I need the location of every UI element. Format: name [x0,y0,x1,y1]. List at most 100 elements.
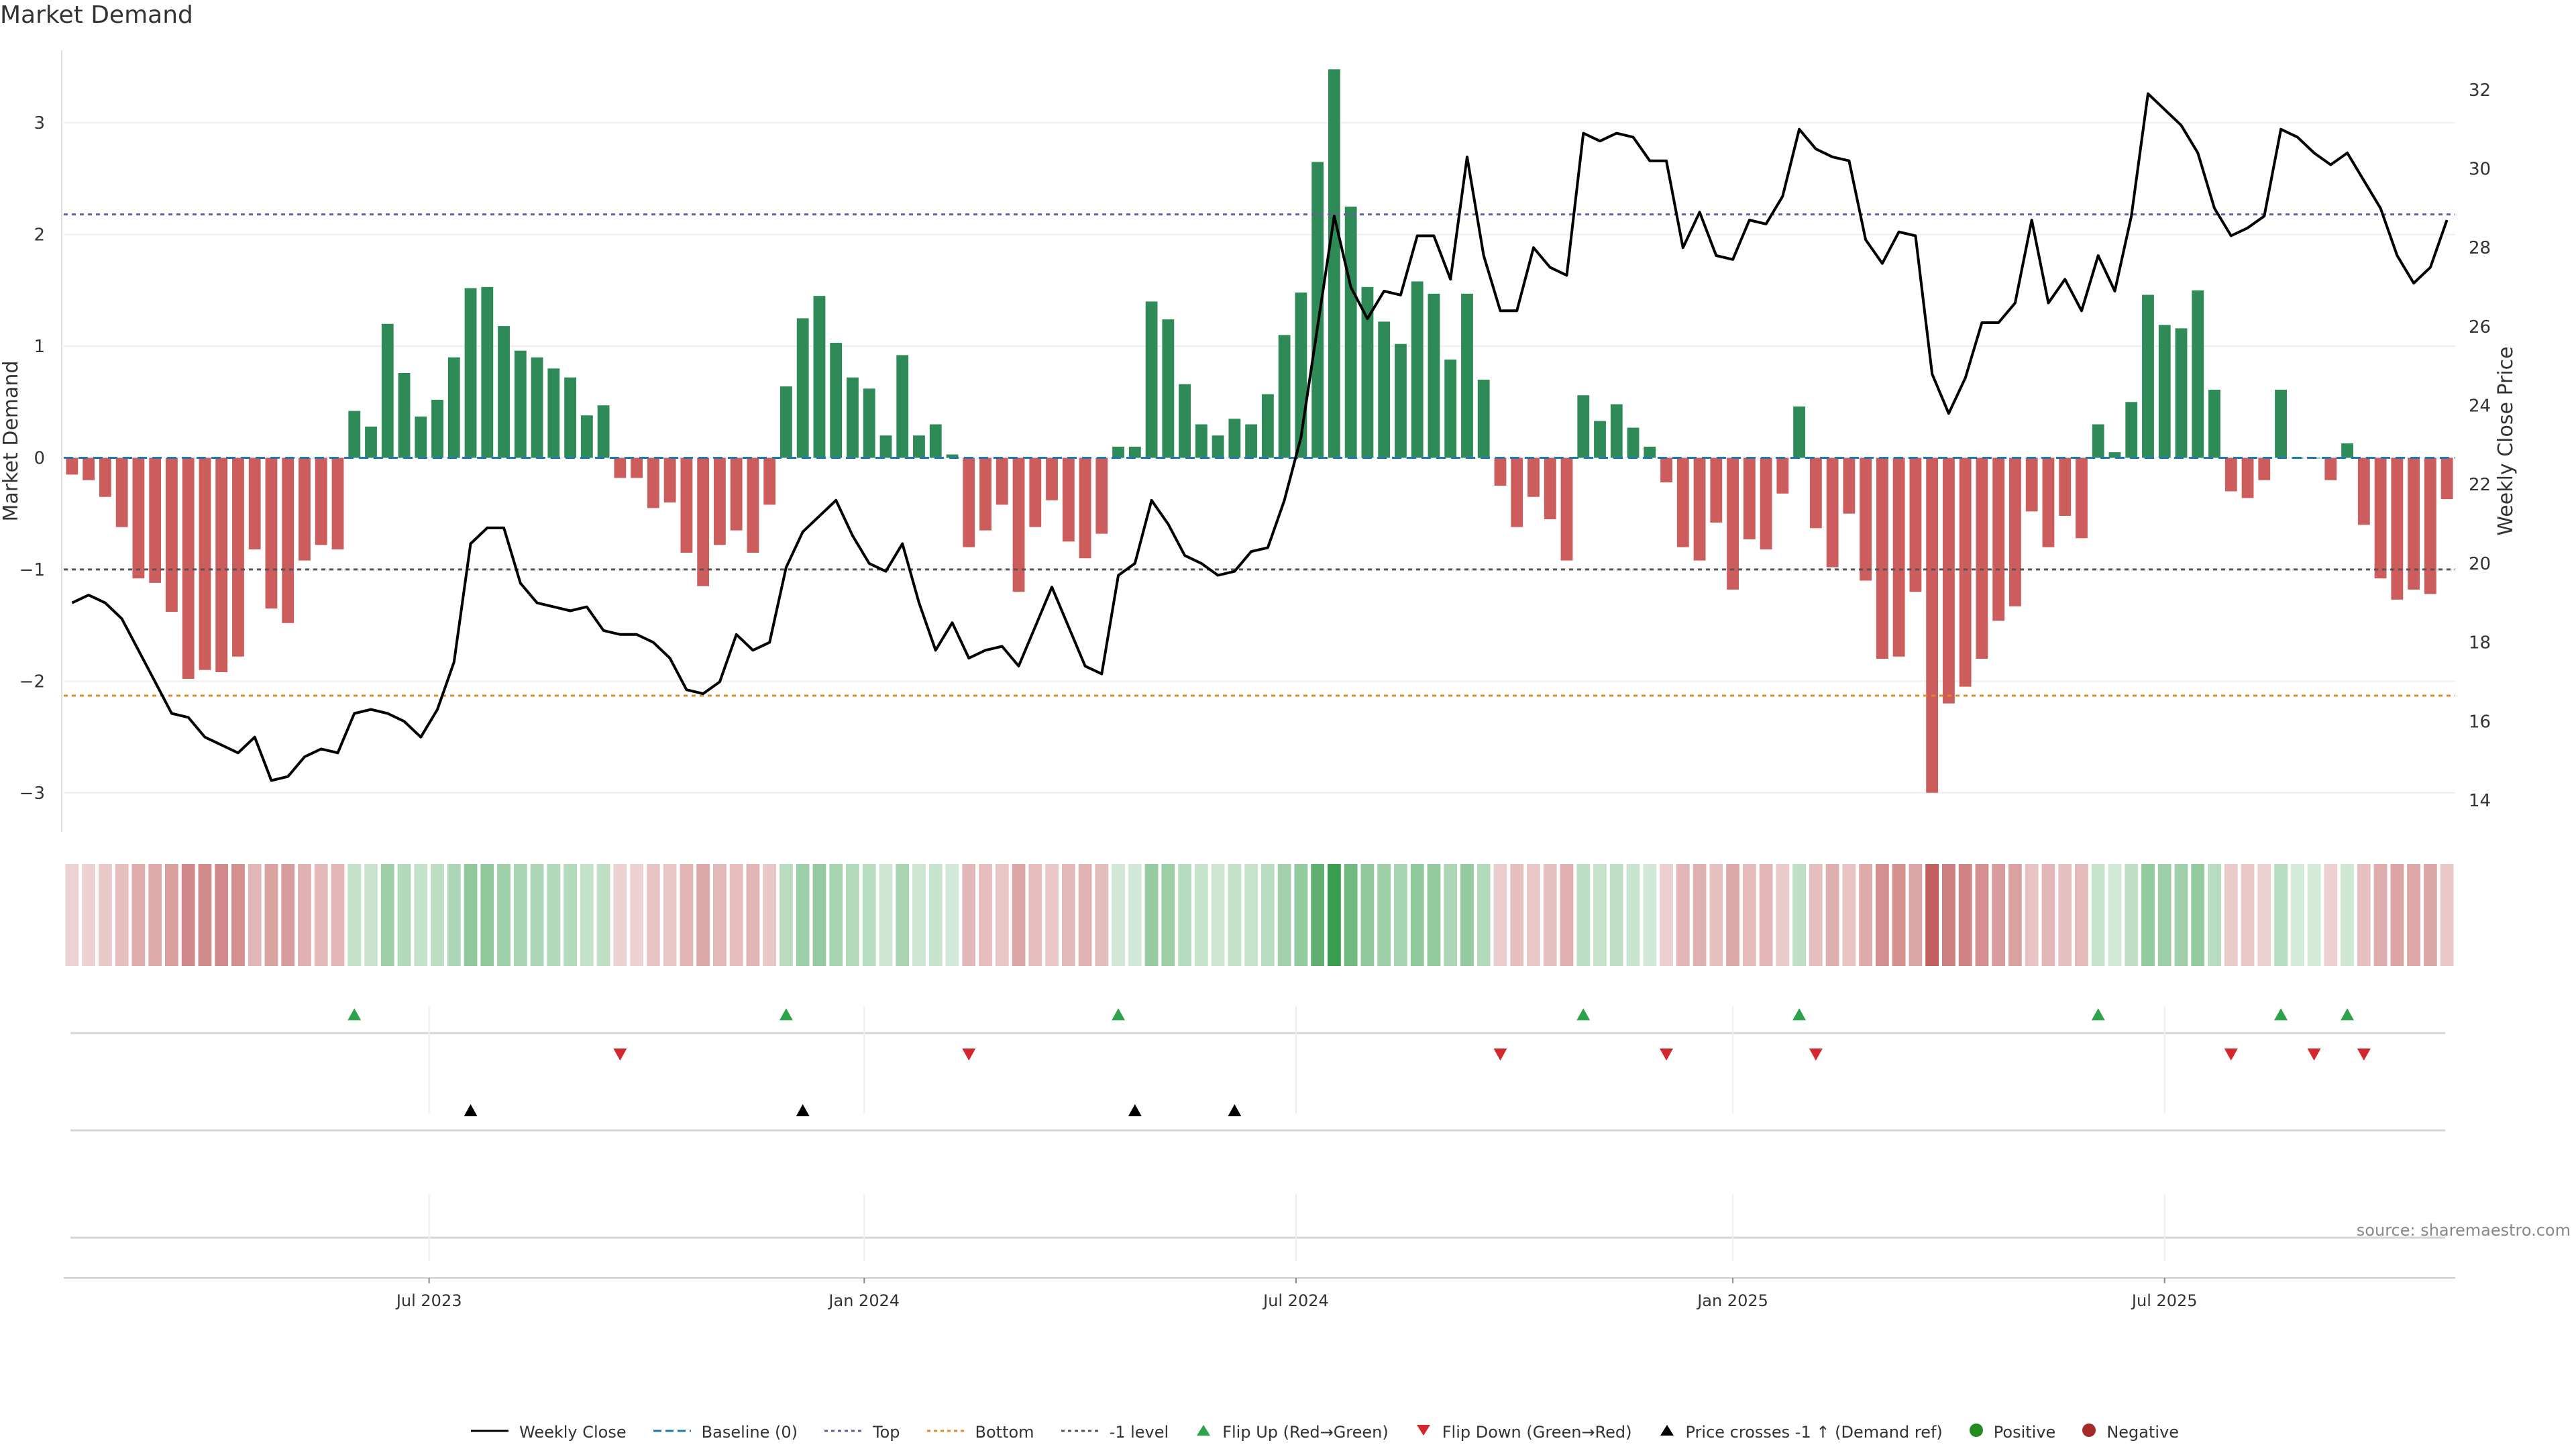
heat-cell [2407,864,2421,966]
heat-cell [962,864,976,966]
heat-cell [513,864,527,966]
demand-bar [2424,458,2436,594]
flip-up-marker [2091,1008,2105,1020]
heat-cell [1460,864,1474,966]
heat-cell [564,864,577,966]
demand-bar [1876,458,1888,659]
demand-bar [1046,458,1058,500]
demand-bar [1676,458,1689,547]
demand-bar [2391,458,2404,600]
y-tick-label: 2 [34,225,45,246]
demand-bar [1943,458,1955,704]
demand-bar [2208,389,2220,458]
heat-cell [630,864,644,966]
demand-bar [1079,458,1091,559]
x-tick-label: Jul 2024 [1262,1291,1329,1310]
demand-bar [1477,379,1490,458]
demand-bar [1328,69,1340,458]
legend-label: Bottom [975,1423,1034,1442]
heat-cell [1244,864,1258,966]
heat-cell [530,864,544,966]
y-tick-label: 1 [34,337,45,357]
heat-cell [1178,864,1191,966]
heat-cell [1726,864,1739,966]
heat-cell [2075,864,2088,966]
heat-cell [1045,864,1059,966]
heat-cell [1444,864,1458,966]
demand-bar [1212,435,1224,458]
heat-cell [879,864,893,966]
flip-down-marker [962,1049,976,1061]
heat-cell [1344,864,1358,966]
heat-cell [1294,864,1308,966]
legend-label: Weekly Close [519,1423,627,1442]
reference-lines [64,213,2455,697]
demand-bar [182,458,195,679]
heat-cell [1709,864,1723,966]
y-tick-label: −1 [19,560,45,580]
demand-bar [979,458,991,531]
heat-cell [198,864,212,966]
demand-bar [913,435,925,458]
legend: Weekly Close Baseline (0) Top Bottom -1 leve… [470,1422,2204,1442]
x-tick-label: Jan 2024 [827,1291,900,1310]
x-tick-label: Jul 2025 [2131,1291,2198,1310]
demand-bar [1793,406,1806,458]
y2-tick-label: 30 [2469,160,2491,180]
heat-cell [2141,864,2155,966]
demand-bar [1095,458,1108,534]
heat-cell [331,864,345,966]
heat-cell [2241,864,2255,966]
heat-cell [1942,864,1955,966]
heat-cell [829,864,843,966]
heat-cell [1643,864,1657,966]
legend-item: Negative [2081,1422,2179,1442]
demand-bar [1461,293,1473,458]
demand-bar [398,372,411,458]
demand-bar [232,458,244,657]
weekly-close-line [71,92,2449,782]
demand-bar [730,458,743,531]
demand-bar [2025,458,2038,512]
demand-bar [99,458,111,497]
demand-bar [2009,458,2021,606]
heat-cell [148,864,162,966]
heat-cell [1277,864,1291,966]
demand-bar [2142,294,2154,458]
flip-down-marker [613,1049,627,1061]
heat-cell [65,864,79,966]
x-tick-label: Jul 2023 [395,1291,462,1310]
triangle-up-green-icon [1194,1423,1213,1442]
demand-bar [348,411,361,458]
demand-bar [481,286,494,458]
heat-cell [1676,864,1690,966]
demand-bar [1361,286,1374,458]
x-axis: Jul 2023 Jan 2024 Jul 2024 Jan 2025 Jul 2025 [64,1277,2455,1310]
y-axis-label: Market Demand [0,361,23,522]
dotted-orange-icon [926,1423,966,1442]
demand-bar [697,458,710,586]
demand-bar [564,377,576,458]
demand-bar [415,416,427,458]
demand-bar [365,426,377,458]
demand-bar [1892,458,1905,657]
heat-cell [264,864,278,966]
dot-green-icon [1968,1422,1984,1442]
flip-down-marker [2224,1049,2238,1061]
heat-cell [2091,864,2105,966]
heat-cell [2208,864,2221,966]
legend-label: Flip Down (Green→Red) [1442,1423,1632,1442]
heat-cell [1660,864,1673,966]
heat-cell [1626,864,1640,966]
heat-cell [1328,864,1341,966]
demand-bar [1311,162,1324,458]
demand-bar [847,377,859,458]
dotted-gray-icon [1060,1423,1100,1442]
demand-bar [680,458,693,553]
heat-cell [2324,864,2338,966]
heat-strip [65,864,2454,966]
demand-bar [663,458,676,503]
heat-cell [1560,864,1574,966]
demand-bar [1494,458,1507,486]
axes-layer: −3 −2 −1 0 1 2 3 14 16 18 20 22 24 26 28 30 32 Market Dem… [0,50,2518,832]
